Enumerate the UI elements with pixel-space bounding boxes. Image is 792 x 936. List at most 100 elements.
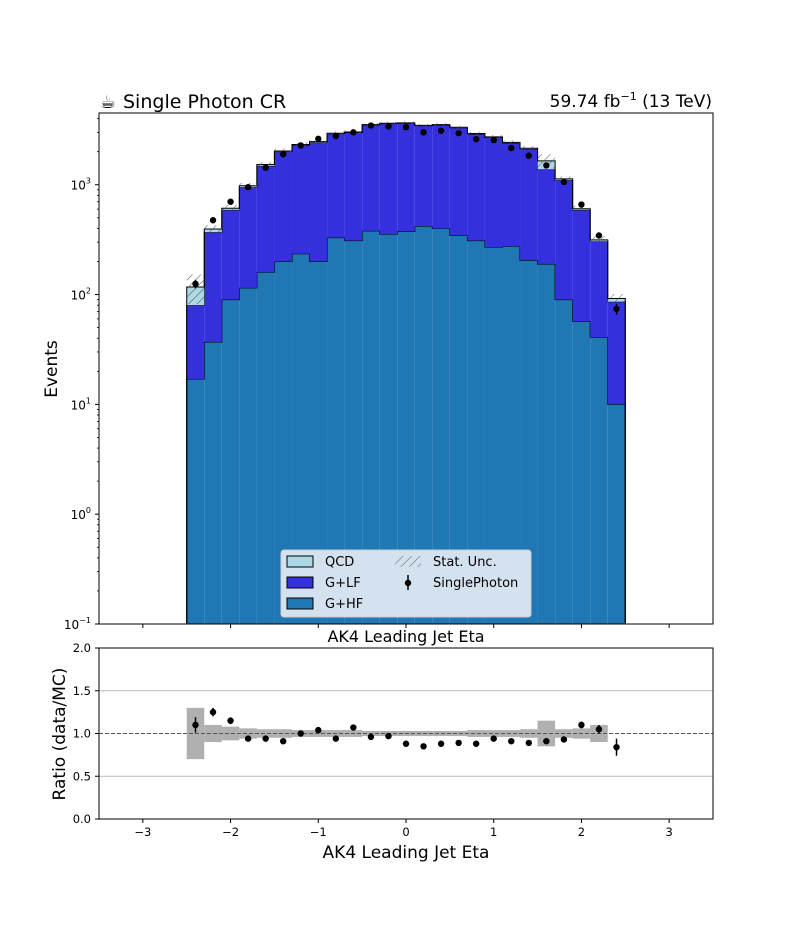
- ratio-y-axis-label: Ratio (data/MC): [50, 668, 70, 801]
- bar-g-lf-bin-15: [449, 127, 468, 236]
- ratio-point-23: [595, 726, 603, 733]
- bar-g-hf-bin-22: [572, 321, 591, 624]
- bar-g-hf-bin-13: [414, 226, 433, 624]
- bar-g-hf-bin-4: [256, 272, 275, 624]
- main-y-tick-label-0: 10−1: [64, 616, 91, 632]
- data-point-9: [350, 129, 357, 136]
- main-y-tick-label-3: 102: [71, 287, 91, 303]
- ratio-x-tick-label-4: 1: [490, 825, 497, 839]
- legend-label-data: SinglePhoton: [433, 576, 518, 591]
- main-panel: 10−1 100 101 102 103 Events QCD G+LF G+HF St…: [42, 112, 714, 632]
- mc-unc-band-bin-18: [502, 730, 521, 737]
- stacked-histogram: [186, 122, 626, 624]
- ratio-point-4: [262, 735, 269, 742]
- legend-swatch-glf: [286, 576, 314, 589]
- bar-g-hf-bin-10: [362, 230, 380, 624]
- data-point-11: [385, 123, 392, 130]
- ratio-point-24: [613, 743, 620, 751]
- mc-unc-band-bin-3: [239, 728, 257, 739]
- ratio-y-tick-label-2: 1.0: [73, 727, 91, 741]
- data-point-19: [525, 152, 532, 159]
- ratio-point-5: [280, 737, 287, 745]
- stat-unc-bin-22: [572, 205, 591, 212]
- mc-unc-band-bin-4: [256, 729, 275, 738]
- ratio-x-tick-label-0: −3: [134, 825, 151, 839]
- mc-unc-band-bin-17: [484, 730, 503, 737]
- ratio-point-11: [385, 732, 392, 740]
- data-point-13: [420, 129, 427, 136]
- data-point-5: [280, 150, 287, 158]
- data-point-14: [437, 127, 445, 134]
- data-point-8: [332, 132, 340, 140]
- bar-g-lf-bin-17: [484, 137, 503, 248]
- ratio-point-10: [367, 733, 375, 741]
- ratio-x-ticks: −3 −2 −1 0 1 2 3: [134, 819, 673, 839]
- bar-g-hf-bin-7: [309, 261, 328, 624]
- bar-g-lf-bin-24: [607, 301, 626, 405]
- ratio-point-18: [508, 737, 515, 745]
- legend-swatch-ghf: [286, 597, 314, 610]
- stat-unc-bin-0: [186, 274, 205, 305]
- bar-g-hf-bin-2: [221, 299, 240, 624]
- bar-g-lf-bin-10: [362, 124, 380, 231]
- bar-g-hf-bin-15: [449, 235, 468, 624]
- ratio-x-axis-label: AK4 Leading Jet Eta: [323, 843, 490, 863]
- data-point-21: [560, 178, 568, 186]
- legend-label-ghf: G+HF: [325, 597, 363, 612]
- ratio-point-19: [525, 739, 532, 747]
- stat-unc-bin-17: [484, 134, 503, 139]
- data-point-3: [244, 183, 252, 191]
- data-point-2: [227, 198, 234, 205]
- bar-g-lf-bin-3: [239, 187, 257, 288]
- bar-g-lf-bin-4: [256, 165, 275, 273]
- lumi-exponent: −1: [620, 90, 636, 103]
- bar-g-hf-bin-21: [555, 299, 573, 624]
- ratio-point-15: [455, 739, 462, 747]
- ratio-points: [192, 707, 620, 756]
- stat-unc-bin-15: [449, 125, 468, 129]
- bar-g-lf-bin-6: [291, 145, 310, 254]
- data-point-12: [402, 123, 410, 131]
- mc-unc-band-bin-15: [449, 730, 468, 737]
- data-point-1: [209, 217, 217, 224]
- ratio-y-tick-label-3: 1.5: [73, 684, 91, 698]
- main-y-axis-label: Events: [42, 340, 62, 398]
- mc-unc-band-bin-2: [221, 726, 240, 741]
- main-x-ticks: [142, 624, 670, 628]
- bar-g-hf-bin-6: [291, 253, 310, 624]
- data-point-23: [595, 232, 603, 239]
- mc-unc-band-bin-5: [274, 729, 292, 738]
- ratio-point-9: [350, 724, 357, 731]
- bar-g-hf-bin-11: [379, 234, 398, 624]
- bar-g-lf-bin-16: [467, 133, 485, 241]
- ratio-x-tick-label-2: −1: [310, 825, 327, 839]
- ratio-grid: [99, 690, 713, 777]
- data-point-4: [262, 164, 269, 171]
- bar-g-lf-bin-2: [221, 209, 240, 300]
- lumi-energy: (13 TeV): [637, 92, 712, 112]
- bar-g-hf-bin-16: [467, 240, 485, 624]
- legend: QCD G+LF G+HF Stat. Unc. SinglePhoton: [280, 549, 532, 618]
- bar-g-lf-bin-7: [309, 142, 328, 262]
- stat-unc-bin-2: [221, 205, 240, 212]
- bar-g-hf-bin-9: [344, 240, 363, 624]
- main-y-tick-label-2: 101: [71, 396, 91, 412]
- legend-marker-data: [404, 579, 412, 587]
- bar-g-lf-bin-23: [590, 241, 608, 338]
- bar-g-lf-bin-11: [379, 123, 398, 235]
- ratio-point-2: [227, 717, 234, 724]
- bar-g-hf-bin-12: [397, 231, 415, 624]
- data-point-20: [543, 162, 550, 169]
- bar-g-hf-bin-8: [327, 237, 345, 624]
- main-y-ticks: 10−1 100 101 102 103: [64, 118, 99, 632]
- bar-g-lf-bin-21: [555, 180, 573, 300]
- bar-g-lf-bin-8: [327, 133, 345, 238]
- ratio-point-12: [402, 740, 410, 747]
- ratio-point-14: [437, 740, 445, 747]
- main-y-tick-label-4: 103: [71, 177, 91, 193]
- bar-g-lf-bin-0: [186, 305, 205, 380]
- bar-g-lf-bin-5: [274, 151, 292, 262]
- data-point-24: [613, 305, 620, 313]
- legend-label-qcd: QCD: [325, 555, 354, 570]
